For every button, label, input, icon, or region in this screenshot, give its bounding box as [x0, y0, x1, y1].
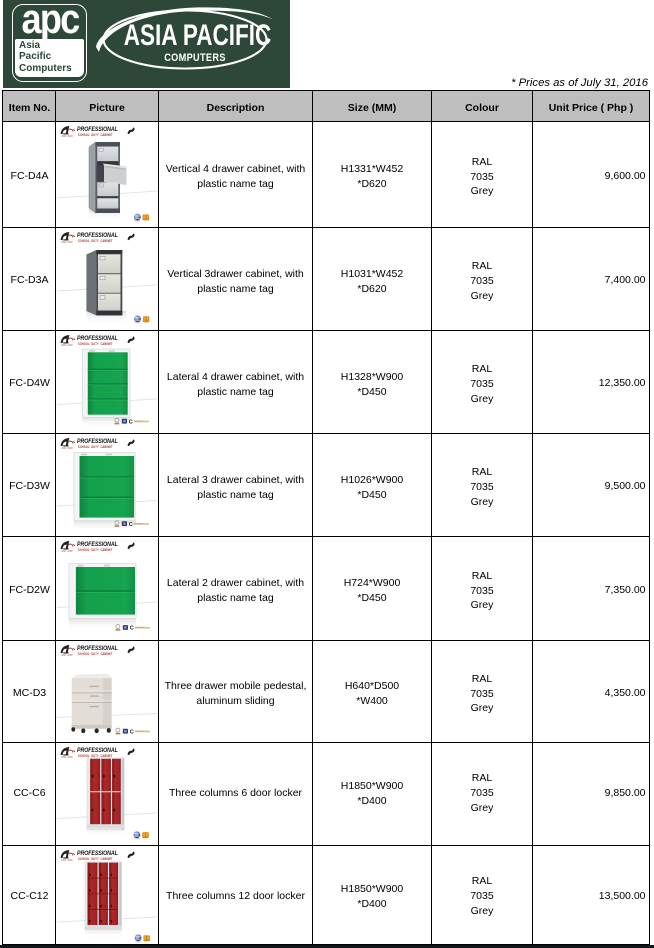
svg-text:C: C	[129, 522, 133, 528]
svg-text:C: C	[130, 729, 134, 735]
svg-text:C: C	[129, 419, 133, 425]
svg-text:C: C	[130, 626, 134, 632]
